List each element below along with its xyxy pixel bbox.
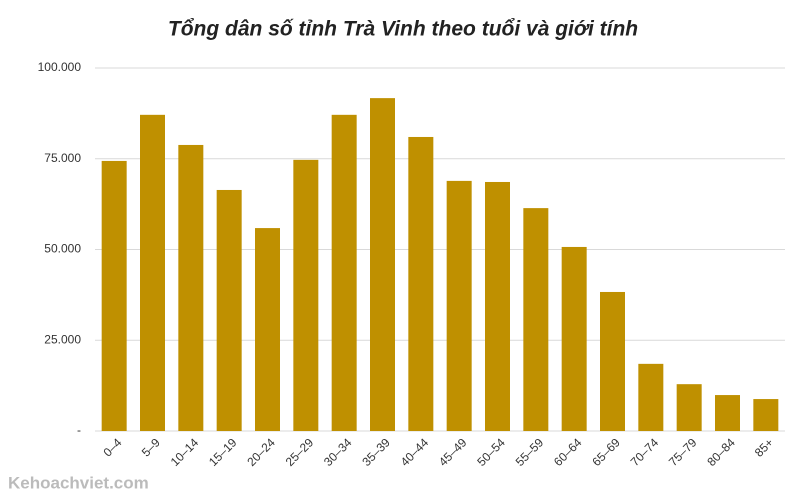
x-tick-label: 60–64: [551, 435, 585, 469]
x-tick-label: 55–59: [513, 435, 547, 469]
bar: [753, 399, 779, 431]
x-tick-label: 75–79: [666, 435, 700, 469]
bar: [715, 395, 740, 431]
x-tick-label: 40–44: [398, 435, 432, 469]
bar: [370, 98, 395, 431]
x-tick-label: 80–84: [704, 435, 738, 469]
bar: [446, 180, 472, 431]
x-tick-label: 50–54: [474, 435, 508, 469]
x-tick-label: 30–34: [321, 435, 355, 469]
y-tick-label: -: [77, 423, 81, 437]
x-tick-label: 35–39: [359, 435, 393, 469]
x-tick-label: 0–4: [100, 435, 124, 459]
bar: [523, 208, 549, 431]
bar: [255, 228, 280, 431]
y-tick-label: 50.000: [44, 242, 81, 256]
watermark: Kehoachviet.com: [8, 473, 149, 492]
bar: [216, 189, 242, 431]
y-tick-label: 100.000: [38, 60, 82, 74]
x-tick-label: 20–24: [244, 435, 278, 469]
bar: [140, 114, 165, 432]
bar: [293, 159, 319, 432]
bar: [561, 246, 587, 431]
x-tick-label: 5–9: [139, 435, 163, 459]
x-tick-label: 10–14: [168, 435, 202, 469]
x-tick-label: 85+: [752, 435, 776, 459]
x-tick-label: 15–19: [206, 435, 240, 469]
x-tick-label: 25–29: [283, 435, 317, 469]
x-tick-label: 45–49: [436, 435, 470, 469]
bar: [101, 160, 127, 432]
bar: [485, 181, 510, 431]
chart-title: Tổng dân số tỉnh Trà Vinh theo tuổi và g…: [168, 18, 638, 41]
x-tick-label: 65–69: [589, 435, 623, 469]
y-tick-label: 75.000: [44, 151, 81, 165]
bar: [331, 114, 357, 432]
bar: [676, 384, 702, 431]
bar: [178, 144, 204, 431]
bar: [408, 136, 434, 431]
bar: [600, 291, 625, 431]
bar: [638, 363, 664, 431]
x-tick-label: 70–74: [628, 435, 662, 469]
y-tick-label: 25.000: [44, 332, 81, 346]
